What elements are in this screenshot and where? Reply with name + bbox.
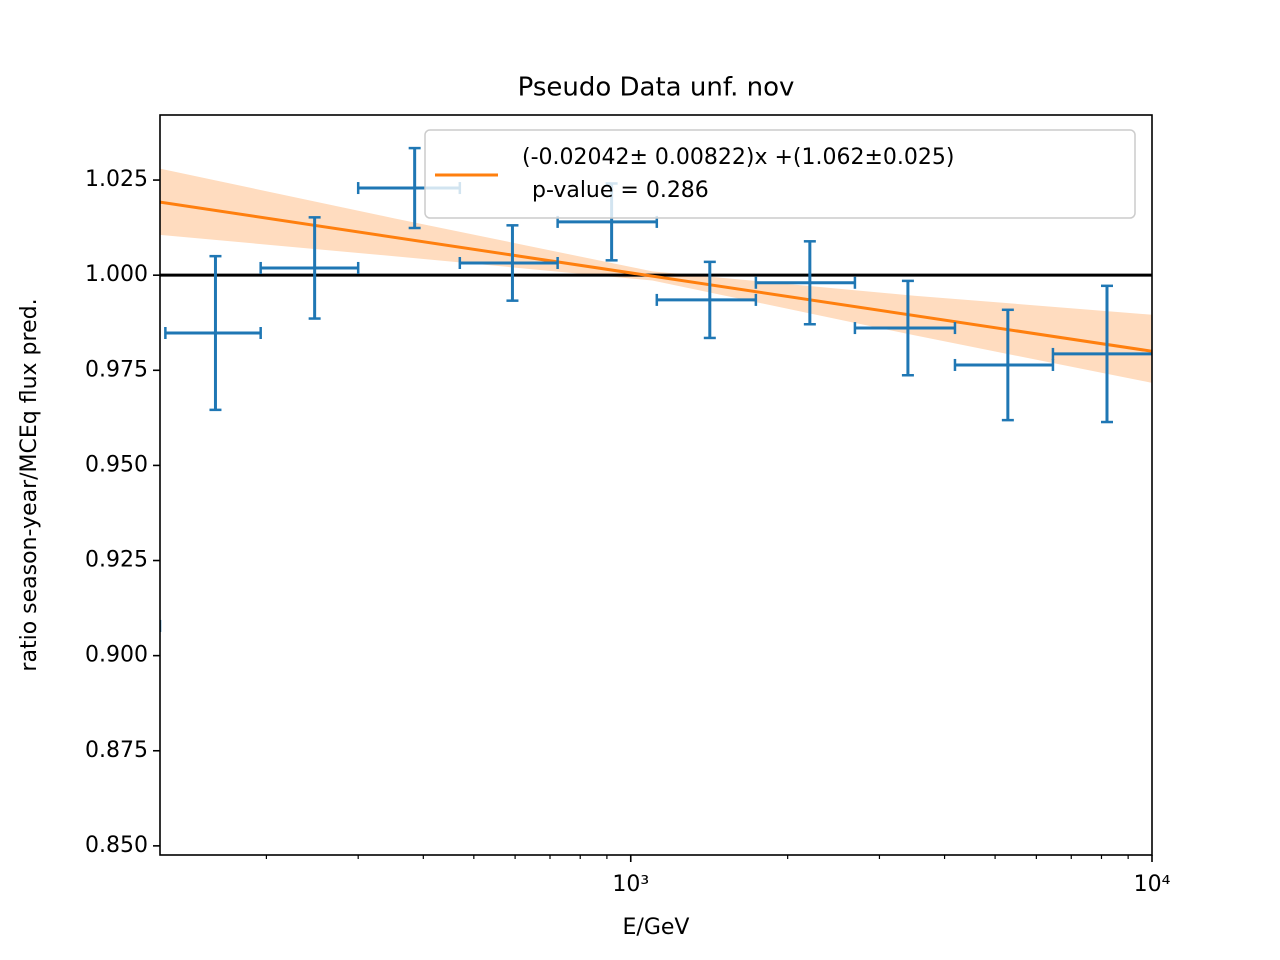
y-tick-label: 0.900 — [85, 643, 148, 668]
y-tick-label: 0.950 — [85, 452, 148, 477]
y-axis-label: ratio season-year/MCEq flux pred. — [17, 298, 42, 671]
legend-label: p-value = 0.286 — [532, 178, 709, 203]
y-tick-label: 1.000 — [85, 262, 148, 287]
chart-title: Pseudo Data unf. nov — [518, 73, 795, 103]
x-tick-label: 10⁴ — [1134, 872, 1171, 897]
x-axis-label: E/GeV — [623, 915, 690, 940]
legend-box — [424, 129, 1136, 219]
y-tick-label: 0.875 — [85, 738, 148, 763]
y-tick-label: 0.975 — [85, 357, 148, 382]
x-tick-label: 10³ — [612, 872, 649, 897]
y-tick-label: 1.025 — [85, 167, 148, 192]
plot-area — [160, 146, 1152, 632]
axes-frame — [159, 114, 1153, 856]
axes: 0.850 0.875 0.900 0.925 0.950 0.975 1.000 1.025… — [85, 114, 1171, 897]
y-tick-label: 0.850 — [85, 833, 148, 858]
fit-line — [160, 200, 1152, 353]
y-tick-label: 0.925 — [85, 548, 148, 573]
legend-label: (-0.02042± 0.00822)x +(1.062±0.025) — [522, 145, 955, 170]
